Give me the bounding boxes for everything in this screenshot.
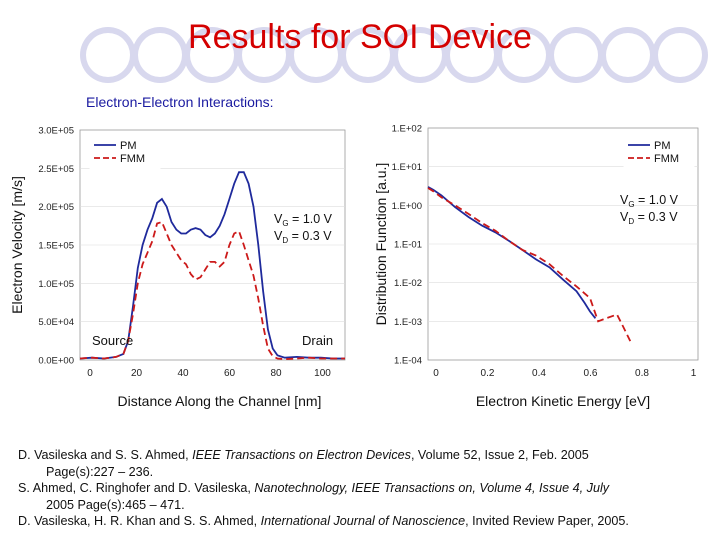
x-tick-label: 0 bbox=[433, 368, 439, 379]
x-tick-label: 0.4 bbox=[532, 368, 546, 379]
reference-item: D. Vasileska, H. R. Khan and S. S. Ahmed… bbox=[18, 514, 629, 528]
y-tick-label: 1.E-01 bbox=[394, 240, 422, 251]
velocity-chart: 0.0E+00 5.0E+04 1.0E+05 1.5E+05 2.0E+05 2.5E+… bbox=[9, 126, 346, 409]
x-tick-label: 0.6 bbox=[584, 368, 598, 379]
legend-label: PM bbox=[120, 140, 137, 152]
legend-label: FMM bbox=[120, 153, 145, 165]
drain-voltage-label: VD = 0.3 V bbox=[620, 210, 678, 226]
series-line-pm bbox=[427, 186, 597, 319]
distribution-chart: 1.E-04 1.E-03 1.E-02 1.E-01 1.E+00 1.E+01 1.E+… bbox=[373, 124, 699, 409]
x-axis-label: Electron Kinetic Energy [eV] bbox=[476, 393, 650, 409]
x-tick-label: 0.2 bbox=[481, 368, 495, 379]
y-tick-label: 1.E+00 bbox=[392, 201, 422, 212]
legend-box bbox=[89, 134, 161, 170]
x-tick-label: 80 bbox=[270, 368, 282, 379]
y-tick-label: 2.5E+05 bbox=[38, 164, 74, 175]
legend-label: FMM bbox=[654, 153, 679, 165]
legend-label: PM bbox=[654, 140, 671, 152]
x-tick-label: 40 bbox=[177, 368, 189, 379]
y-tick-label: 1.E-04 bbox=[394, 356, 422, 367]
drain-voltage-label: VD = 0.3 V bbox=[274, 229, 332, 245]
drain-label: Drain bbox=[302, 333, 333, 348]
decorative-circle-row bbox=[80, 27, 708, 83]
gate-voltage-label: VG = 1.0 V bbox=[274, 212, 333, 228]
y-tick-label: 1.E-02 bbox=[394, 278, 422, 289]
x-tick-label: 100 bbox=[314, 368, 331, 379]
y-tick-label: 5.0E+04 bbox=[38, 317, 74, 328]
source-label: Source bbox=[92, 333, 133, 348]
x-tick-label: 20 bbox=[131, 368, 143, 379]
y-tick-label: 1.E-03 bbox=[394, 317, 422, 328]
slide-subtitle: Electron-Electron Interactions: bbox=[86, 94, 274, 110]
series-line-fmm bbox=[427, 187, 632, 342]
slide-title: Results for SOI Device bbox=[188, 18, 532, 56]
gate-voltage-label: VG = 1.0 V bbox=[620, 193, 679, 209]
y-tick-label: 1.0E+05 bbox=[38, 279, 74, 290]
x-tick-label: 0 bbox=[87, 368, 93, 379]
y-tick-label: 1.E+01 bbox=[392, 162, 422, 173]
series-line-pm bbox=[79, 171, 345, 360]
y-tick-label: 0.0E+00 bbox=[38, 356, 74, 367]
reference-item: S. Ahmed, C. Ringhofer and D. Vasileska,… bbox=[18, 481, 610, 512]
reference-list: D. Vasileska and S. S. Ahmed, IEEE Trans… bbox=[18, 447, 718, 530]
y-tick-label: 1.E+02 bbox=[392, 124, 422, 135]
x-tick-label: 1 bbox=[691, 368, 697, 379]
y-tick-label: 1.5E+05 bbox=[38, 241, 74, 252]
series-line-fmm bbox=[79, 220, 345, 361]
x-tick-label: 0.8 bbox=[635, 368, 649, 379]
reference-item: D. Vasileska and S. S. Ahmed, IEEE Trans… bbox=[18, 448, 589, 479]
y-tick-label: 3.0E+05 bbox=[38, 126, 74, 137]
legend-box bbox=[623, 134, 695, 170]
y-axis-label: Distribution Function [a.u.] bbox=[373, 163, 389, 326]
y-tick-label: 2.0E+05 bbox=[38, 202, 74, 213]
x-tick-label: 60 bbox=[224, 368, 236, 379]
y-axis-label: Electron Velocity [m/s] bbox=[9, 176, 25, 314]
x-axis-label: Distance Along the Channel [nm] bbox=[118, 393, 322, 409]
